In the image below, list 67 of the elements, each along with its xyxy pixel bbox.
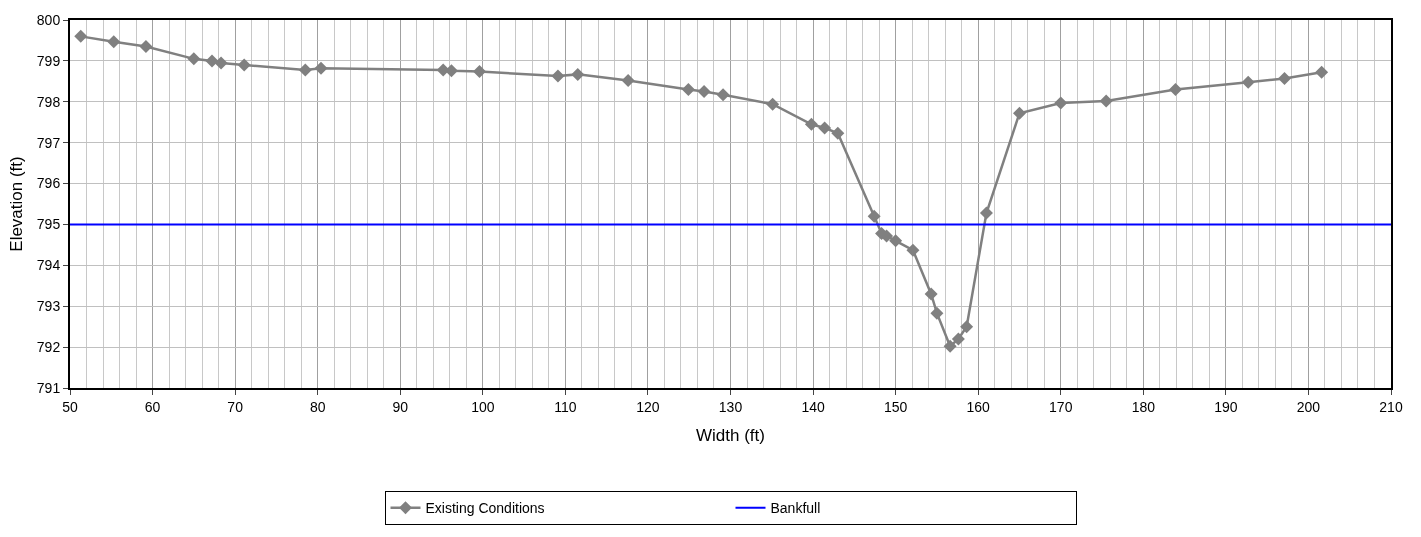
point	[551, 69, 565, 83]
point	[716, 88, 730, 102]
y-tick-label: 797	[36, 134, 61, 151]
point	[818, 121, 832, 135]
y-tick-label: 792	[36, 339, 61, 356]
point	[831, 126, 845, 140]
y-tick-label: 795	[36, 216, 61, 233]
x-tick-label: 160	[966, 398, 991, 415]
point	[1241, 75, 1255, 89]
point	[1277, 71, 1291, 85]
point	[237, 58, 251, 72]
point	[205, 54, 219, 68]
x-tick-label: 110	[554, 398, 577, 415]
point	[298, 63, 312, 77]
point	[906, 243, 920, 257]
y-tick-label: 796	[36, 175, 61, 192]
point	[1169, 83, 1183, 97]
x-tick-label: 60	[144, 398, 161, 415]
point	[571, 67, 585, 81]
x-tick-label: 210	[1379, 398, 1403, 415]
point	[804, 117, 818, 131]
point	[187, 52, 201, 66]
point	[1315, 65, 1329, 79]
x-tick-label: 80	[309, 398, 326, 415]
x-tick-label: 200	[1296, 398, 1321, 415]
point	[473, 65, 487, 79]
x-tick-label: 190	[1214, 398, 1238, 415]
y-tick-label: 800	[36, 11, 61, 28]
y-tick-label: 794	[36, 257, 61, 274]
x-tick-label: 130	[718, 398, 743, 415]
point	[214, 56, 228, 70]
y-tick-label: 799	[36, 52, 61, 69]
point	[979, 206, 993, 220]
point	[943, 339, 957, 353]
point	[960, 320, 974, 334]
point	[107, 35, 121, 49]
x-tick-label: 100	[471, 398, 495, 415]
point	[930, 306, 944, 320]
point	[889, 234, 903, 248]
point	[621, 74, 635, 88]
point	[1054, 96, 1068, 110]
x-tick-label: 50	[62, 398, 78, 415]
x-tick-label: 70	[227, 398, 244, 415]
y-tick-label: 791	[36, 379, 61, 396]
legend-label: Existing Conditions	[425, 500, 545, 517]
y-tick-label: 793	[36, 298, 61, 315]
point	[951, 332, 965, 346]
point	[1099, 94, 1113, 108]
point	[766, 97, 780, 111]
x-tick-label: 140	[801, 398, 825, 415]
point	[1012, 106, 1026, 120]
x-tick-label: 90	[392, 398, 409, 415]
point	[697, 85, 711, 99]
point	[314, 61, 328, 75]
point	[74, 29, 88, 43]
point	[681, 83, 695, 97]
point	[867, 209, 881, 223]
y-tick-label: 798	[36, 93, 61, 110]
x-tick-label: 170	[1049, 398, 1073, 415]
x-tick-label: 180	[1131, 398, 1156, 415]
point	[924, 287, 938, 301]
x-tick-label: 120	[636, 398, 660, 415]
x-tick-label: 150	[883, 398, 908, 415]
point	[139, 40, 153, 54]
x-axis-title: Width (ft)	[696, 425, 765, 445]
legend-label: Bankfull	[770, 500, 821, 517]
y-axis-title: Elevation (ft)	[6, 156, 26, 252]
